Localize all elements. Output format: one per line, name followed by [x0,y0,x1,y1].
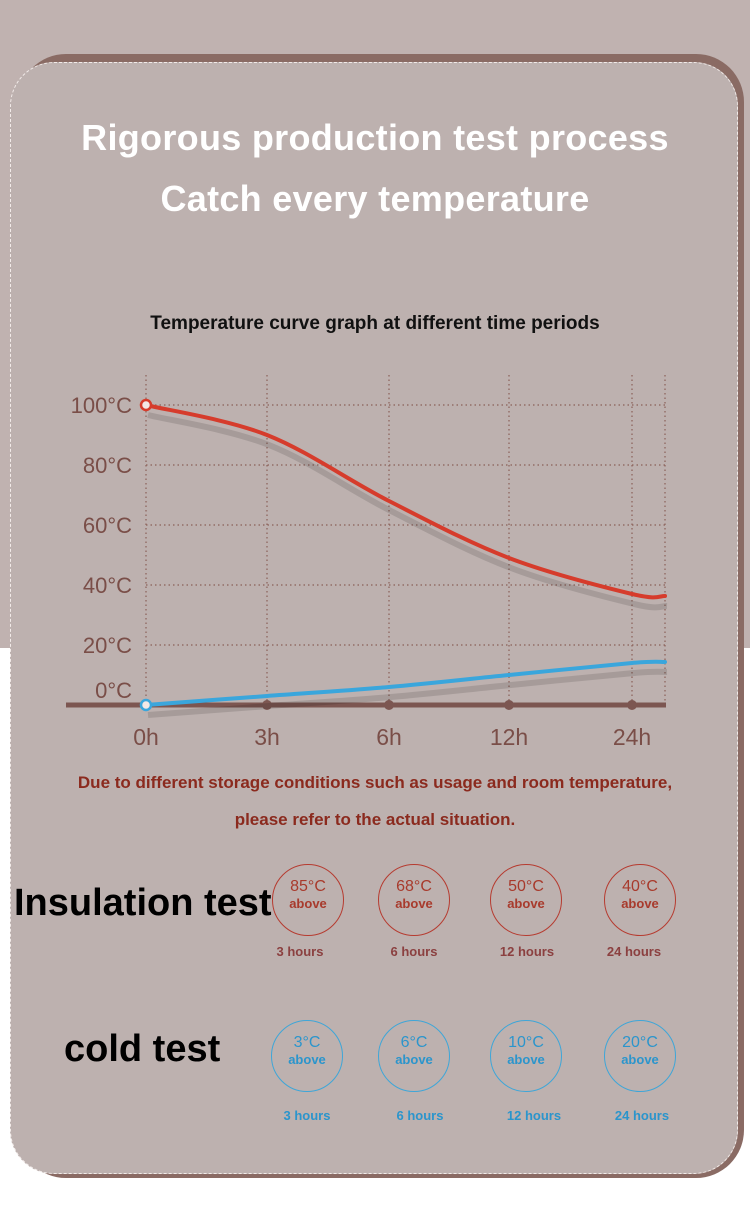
x-tick-label: 24h [613,724,651,750]
series-line-cold [144,659,667,707]
badge-above: above [395,1052,433,1067]
headline-line-2: Catch every temperature [160,178,590,219]
insulation-duration: 24 hours [606,944,662,959]
insulation-badge: 40°C above [604,864,676,936]
cold-duration: 24 hours [614,1108,670,1123]
badge-temp: 10°C [508,1034,544,1051]
x-axis-dot [384,700,394,710]
y-tick-label: 100°C [71,393,133,418]
badge-above: above [288,1052,326,1067]
x-axis-dot [627,700,637,710]
series-line-shadow [147,668,668,718]
x-axis-dot [262,700,272,710]
x-tick-label: 0h [133,724,159,750]
series-line-shadow [147,412,668,611]
cold-duration: 3 hours [283,1108,331,1123]
badge-above: above [507,1052,545,1067]
y-tick-label: 20°C [83,633,132,658]
chart-title: Temperature curve graph at different tim… [150,313,600,334]
cold-badge: 20°C above [604,1020,676,1092]
badge-temp: 3°C [293,1034,321,1051]
badge-above: above [395,896,433,911]
insulation-badge: 85°C above [272,864,344,936]
badge-temp: 85°C [290,878,326,895]
cold-badge: 3°C above [271,1020,343,1092]
note-line-1: Due to different storage conditions such… [77,773,673,792]
y-tick-label: 80°C [83,453,132,478]
badge-temp: 50°C [508,878,544,895]
badge-temp: 68°C [396,878,432,895]
badge-temp: 20°C [622,1034,658,1051]
temperature-chart: 0°C 20°C 40°C 60°C 80°C 100°C 0h 3h 6h 12h 24h [66,375,668,750]
badge-temp: 6°C [400,1034,428,1051]
cold-badge: 6°C above [378,1020,450,1092]
cold-test-label: cold test [64,1028,221,1070]
headline-line-1: Rigorous production test process [81,117,669,158]
cold-duration: 12 hours [506,1108,562,1123]
x-tick-label: 12h [490,724,528,750]
insulation-badge: 50°C above [490,864,562,936]
insulation-duration: 3 hours [276,944,324,959]
badge-above: above [507,896,545,911]
insulation-test-label: Insulation test [14,882,272,924]
insulation-duration: 12 hours [499,944,555,959]
insulation-badge: 68°C above [378,864,450,936]
cold-duration: 6 hours [396,1108,444,1123]
x-tick-label: 6h [376,724,402,750]
x-axis-dot [504,700,514,710]
cold-badge: 10°C above [490,1020,562,1092]
series-line-hot [144,403,667,600]
badge-above: above [289,896,327,911]
badge-above: above [621,1052,659,1067]
series-start-point [139,398,153,412]
insulation-duration: 6 hours [390,944,438,959]
badge-temp: 40°C [622,878,658,895]
badge-above: above [621,896,659,911]
y-tick-label: 60°C [83,513,132,538]
content-card [10,62,738,1174]
y-tick-label: 40°C [83,573,132,598]
y-tick-label: 0°C [95,678,132,703]
series-start-point [139,698,153,712]
note-line-2: please refer to the actual situation. [234,810,516,829]
x-tick-label: 3h [254,724,280,750]
